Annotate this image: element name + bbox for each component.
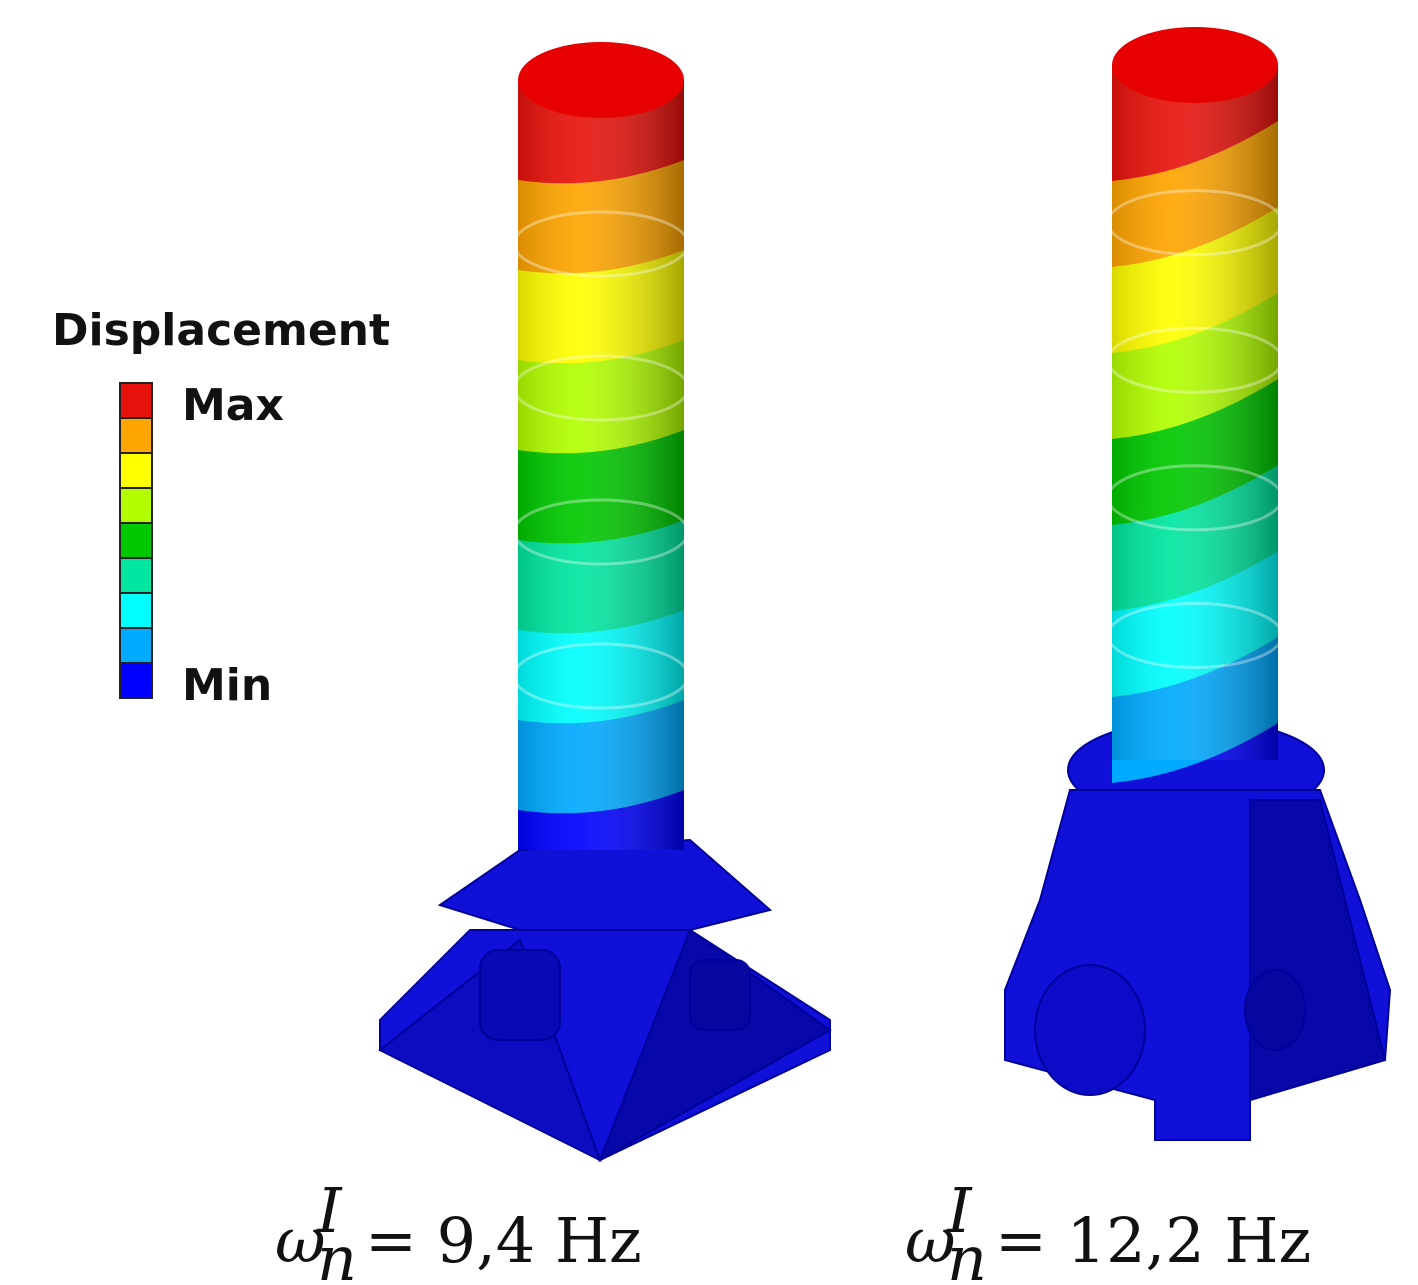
column-top: [518, 42, 684, 118]
columns: [514, 27, 1282, 850]
legend-swatch: [120, 558, 152, 593]
figure: Displacement Max Min ωIn= 9,4 HzωIn= 12,…: [0, 0, 1418, 1285]
column: [514, 42, 688, 850]
legend-swatch: [120, 523, 152, 558]
caption-rest: = 12,2 Hz: [995, 1204, 1311, 1277]
column-top: [1112, 27, 1278, 103]
caption-sub: n: [947, 1222, 987, 1285]
base-right: [1005, 720, 1390, 1140]
column-shade: [1112, 65, 1278, 760]
legend-swatch: [120, 418, 152, 453]
base-left: [380, 840, 830, 1160]
column: [1108, 27, 1282, 783]
legend-swatch: [120, 453, 152, 488]
caption-rest: = 9,4 Hz: [365, 1204, 642, 1277]
legend-swatch: [120, 663, 152, 698]
column-shade: [518, 80, 684, 850]
legend-swatch: [120, 383, 152, 418]
legend-swatch: [120, 593, 152, 628]
legend-min: Min: [182, 660, 272, 711]
legend-title: Displacement: [52, 305, 390, 356]
legend-max: Max: [182, 380, 284, 431]
legend-swatch: [120, 628, 152, 663]
legend: Displacement Max Min: [52, 305, 390, 711]
caption-sub: n: [317, 1222, 357, 1285]
legend-swatch: [120, 488, 152, 523]
